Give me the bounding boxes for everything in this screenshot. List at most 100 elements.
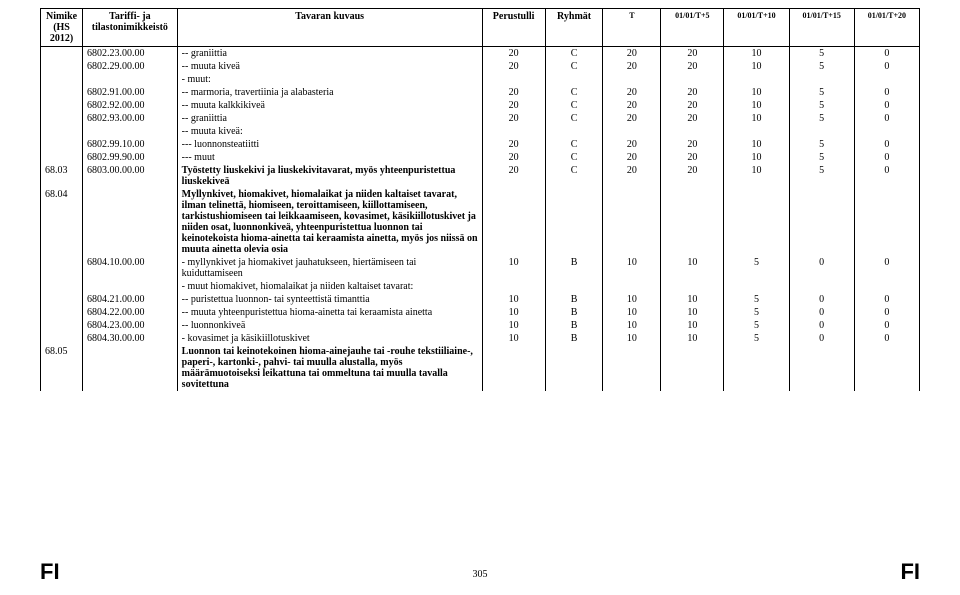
col-t15: 01/01/T+15 <box>789 9 854 47</box>
table-row: 6804.30.00.00- kovasimet ja käsikiillotu… <box>41 332 920 345</box>
table-cell <box>603 125 661 138</box>
table-cell: 68.05 <box>41 345 83 391</box>
table-row: 6804.10.00.00- myllynkivet ja hiomakivet… <box>41 256 920 280</box>
table-cell: 10 <box>661 293 724 306</box>
table-header: Nimike(HS2012) Tariffi- jatilastonimikke… <box>41 9 920 47</box>
table-cell: 68.03 <box>41 164 83 188</box>
table-cell: 10 <box>661 306 724 319</box>
table-cell <box>41 60 83 73</box>
footer-left: FI <box>40 559 60 585</box>
table-cell: 6802.99.90.00 <box>83 151 178 164</box>
table-cell: 20 <box>482 138 545 151</box>
table-cell: -- muuta yhteenpuristettua hioma-ainetta… <box>177 306 482 319</box>
table-row: 68.04Myllynkivet, hiomakivet, hiomalaika… <box>41 188 920 256</box>
table-cell <box>83 188 178 256</box>
table-cell: 10 <box>724 164 789 188</box>
table-cell <box>545 188 603 256</box>
table-cell: - muut hiomakivet, hiomalaikat ja niiden… <box>177 280 482 293</box>
table-cell: 5 <box>789 112 854 125</box>
table-cell <box>482 280 545 293</box>
table-cell: 0 <box>789 256 854 280</box>
table-cell: 10 <box>482 306 545 319</box>
table-cell: 6802.92.00.00 <box>83 99 178 112</box>
table-cell: 20 <box>603 164 661 188</box>
table-cell: 10 <box>603 319 661 332</box>
table-cell: 20 <box>482 112 545 125</box>
table-row: 6802.23.00.00-- graniittia20C20201050 <box>41 47 920 61</box>
table-cell: 0 <box>854 164 919 188</box>
table-cell: 5 <box>789 164 854 188</box>
table-cell: 6802.29.00.00 <box>83 60 178 73</box>
table-cell: --- luonnonsteatiitti <box>177 138 482 151</box>
table-row: 6802.91.00.00-- marmoria, travertiinia j… <box>41 86 920 99</box>
col-t15-label: 01/01/T+15 <box>803 11 841 20</box>
table-cell <box>482 188 545 256</box>
table-cell: 20 <box>661 151 724 164</box>
table-cell: 10 <box>661 332 724 345</box>
table-cell: 10 <box>482 332 545 345</box>
table-cell: 0 <box>854 306 919 319</box>
table-cell: Myllynkivet, hiomakivet, hiomalaikat ja … <box>177 188 482 256</box>
table-row: 6804.22.00.00-- muuta yhteenpuristettua … <box>41 306 920 319</box>
table-cell: 10 <box>724 138 789 151</box>
table-cell <box>661 125 724 138</box>
table-cell <box>482 345 545 391</box>
table-cell <box>545 73 603 86</box>
table-cell <box>724 73 789 86</box>
col-t10: 01/01/T+10 <box>724 9 789 47</box>
table-cell: 20 <box>603 86 661 99</box>
table-cell: 5 <box>724 319 789 332</box>
table-cell: 10 <box>482 256 545 280</box>
table-cell <box>41 73 83 86</box>
table-cell: 6804.10.00.00 <box>83 256 178 280</box>
table-cell: 10 <box>724 99 789 112</box>
table-cell: 0 <box>854 60 919 73</box>
col-group-label: Ryhmät <box>557 11 591 22</box>
table-cell: C <box>545 112 603 125</box>
table-row: 68.05 Luonnon tai keinotekoinen hioma-ain… <box>41 345 920 391</box>
table-cell: 0 <box>854 112 919 125</box>
col-desc-label: Tavaran kuvaus <box>295 11 364 22</box>
table-cell: 6802.23.00.00 <box>83 47 178 61</box>
table-cell: 20 <box>603 112 661 125</box>
tariff-table: Nimike(HS2012) Tariffi- jatilastonimikke… <box>40 8 920 391</box>
table-cell <box>41 125 83 138</box>
table-cell: 0 <box>854 47 919 61</box>
page-number: 305 <box>40 559 920 580</box>
table-cell: 0 <box>854 293 919 306</box>
table-cell: 20 <box>603 60 661 73</box>
table-cell: Luonnon tai keinotekoinen hioma-ainejauh… <box>177 345 482 391</box>
table-cell: 0 <box>854 332 919 345</box>
col-t10-label: 01/01/T+10 <box>737 11 775 20</box>
table-cell: 5 <box>789 86 854 99</box>
footer-right: FI <box>900 559 920 585</box>
col-desc: Tavaran kuvaus <box>177 9 482 47</box>
table-row: - muut hiomakivet, hiomalaikat ja niiden… <box>41 280 920 293</box>
page-footer: FI FI 305 <box>0 559 960 585</box>
col-t-label: T <box>629 11 634 20</box>
table-cell <box>661 73 724 86</box>
table-cell: C <box>545 164 603 188</box>
table-cell <box>603 188 661 256</box>
col-t: T <box>603 9 661 47</box>
table-cell: 6804.22.00.00 <box>83 306 178 319</box>
table-cell <box>854 280 919 293</box>
table-cell: C <box>545 60 603 73</box>
table-cell: 5 <box>789 47 854 61</box>
table-cell: 20 <box>603 47 661 61</box>
table-cell: -- puristettua luonnon- tai synteettistä… <box>177 293 482 306</box>
table-cell <box>603 345 661 391</box>
table-cell: 0 <box>854 319 919 332</box>
table-cell: 20 <box>661 60 724 73</box>
table-cell: B <box>545 256 603 280</box>
table-cell: 10 <box>603 256 661 280</box>
table-cell: C <box>545 138 603 151</box>
table-row: 68.036803.00.00.00Työstetty liuskekivi j… <box>41 164 920 188</box>
table-cell <box>789 280 854 293</box>
table-cell: 6803.00.00.00 <box>83 164 178 188</box>
table-cell: 10 <box>724 112 789 125</box>
col-tariff: Tariffi- jatilastonimikkeistö <box>83 9 178 47</box>
table-cell <box>41 319 83 332</box>
table-cell: 6804.30.00.00 <box>83 332 178 345</box>
table-cell: 0 <box>854 151 919 164</box>
